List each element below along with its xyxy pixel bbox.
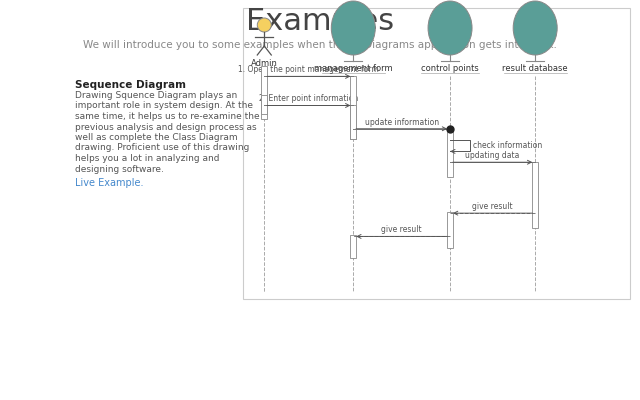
Bar: [447, 127, 453, 177]
Text: control points: control points: [421, 64, 479, 73]
Text: Sequence Diagram: Sequence Diagram: [75, 80, 186, 90]
Text: well as complete the Class Diagram: well as complete the Class Diagram: [75, 133, 237, 142]
Text: give result: give result: [472, 202, 513, 211]
Text: result database: result database: [502, 64, 568, 73]
Text: check information: check information: [473, 142, 542, 150]
Text: important role in system design. At the: important role in system design. At the: [75, 102, 253, 110]
Text: Drawing Squence Diagram plays an: Drawing Squence Diagram plays an: [75, 91, 237, 100]
Bar: [350, 76, 356, 139]
Text: management form: management form: [314, 64, 392, 73]
Circle shape: [257, 18, 271, 32]
Text: Admin: Admin: [251, 59, 278, 68]
Text: 2. Enter point information: 2. Enter point information: [259, 94, 358, 104]
Text: Live Example.: Live Example.: [75, 178, 143, 188]
Ellipse shape: [332, 1, 375, 55]
Text: same time, it helps us to re-examine the: same time, it helps us to re-examine the: [75, 112, 260, 121]
Bar: [350, 235, 356, 258]
Text: helps you a lot in analyzing and: helps you a lot in analyzing and: [75, 154, 220, 163]
Ellipse shape: [428, 1, 472, 55]
Text: designing software.: designing software.: [75, 164, 164, 174]
Bar: [261, 66, 268, 118]
Text: previous analysis and design process as: previous analysis and design process as: [75, 122, 257, 132]
Text: Examples: Examples: [246, 8, 394, 36]
Text: drawing. Proficient use of this drawing: drawing. Proficient use of this drawing: [75, 144, 250, 152]
Ellipse shape: [513, 1, 557, 55]
Text: update information: update information: [365, 118, 439, 127]
Text: updating data: updating data: [465, 151, 520, 160]
Bar: [350, 106, 356, 139]
Bar: [243, 8, 630, 299]
Text: give result: give result: [381, 226, 422, 234]
Bar: [532, 162, 538, 228]
Text: 1. Open the point management form: 1. Open the point management form: [239, 65, 379, 74]
Text: We will introduce you to some examples when the BDDiagrams application gets into: We will introduce you to some examples w…: [83, 40, 557, 50]
Bar: [261, 95, 268, 114]
Bar: [447, 212, 453, 248]
